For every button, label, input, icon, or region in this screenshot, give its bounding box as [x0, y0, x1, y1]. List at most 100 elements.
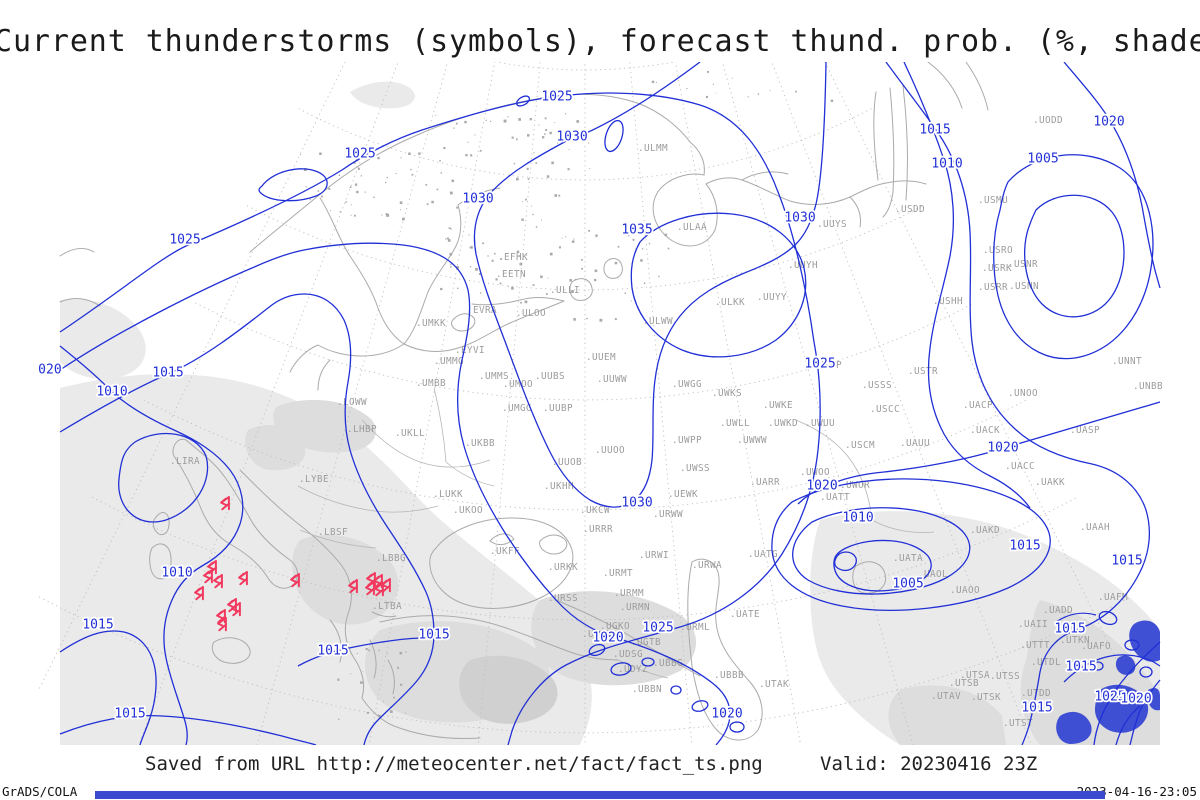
station-label: .USRK: [982, 263, 1012, 274]
speckle: [549, 252, 553, 256]
isobar-small-loop: [641, 657, 655, 667]
speckle: [321, 195, 323, 198]
isobar-label: 1015: [418, 628, 449, 643]
speckle: [353, 161, 356, 164]
speckle: [494, 252, 496, 255]
isobar-label: 1025: [642, 621, 673, 636]
speckle: [404, 712, 406, 714]
speckle: [440, 287, 443, 291]
speckle: [635, 248, 637, 249]
border-path: [445, 461, 495, 487]
speckle: [456, 206, 459, 209]
speckle: [565, 236, 567, 238]
speckle: [516, 250, 520, 254]
speckle: [378, 714, 381, 718]
speckle: [338, 174, 341, 176]
station-label: .UAKK: [1035, 477, 1065, 488]
isobar-small-loop: [1092, 661, 1104, 671]
speckle: [581, 259, 583, 261]
isobar-label: 1015: [152, 366, 183, 381]
station-label: .UBBN: [632, 684, 662, 695]
speckle: [707, 71, 709, 73]
speckle: [507, 116, 509, 118]
speckle: [449, 191, 453, 195]
station-label: .UWOR: [840, 480, 870, 491]
station-label: .URMM: [614, 588, 644, 599]
speckle: [529, 118, 532, 121]
speckle: [418, 152, 421, 155]
speckle: [614, 318, 617, 321]
station-label: .LUKK: [433, 489, 463, 500]
graticule-parallel: [246, 205, 924, 291]
speckle: [747, 96, 749, 98]
speckle: [400, 157, 402, 159]
speckle: [561, 237, 563, 239]
speckle: [522, 201, 523, 203]
isobar-label: 1005: [892, 577, 923, 592]
speckle: [594, 269, 598, 273]
speckle: [520, 301, 522, 304]
station-label: .USHH: [933, 296, 963, 307]
speckle: [641, 248, 644, 250]
speckle: [468, 234, 470, 236]
station-label: .EVRA: [467, 305, 497, 316]
speckle: [408, 152, 411, 155]
border-path: [871, 519, 935, 533]
speckle: [516, 138, 518, 141]
thunderstorm-symbol: [365, 581, 375, 596]
coastline-path: [371, 611, 619, 661]
graticule-parallel: [298, 108, 872, 181]
border-path: [795, 419, 873, 521]
station-label: .UATT: [820, 492, 850, 503]
speckle: [410, 168, 412, 171]
thunderstorm-symbol-stroke: [204, 575, 213, 584]
station-label: .ULMM: [638, 143, 668, 154]
speckle: [731, 77, 733, 79]
speckle: [435, 114, 437, 116]
shading-region: [888, 685, 1006, 745]
coast-speckles: [300, 71, 834, 720]
speckle: [395, 173, 397, 175]
speckle: [715, 92, 717, 94]
speckle: [521, 218, 524, 221]
speckle: [317, 190, 320, 192]
speckle: [469, 247, 471, 249]
thunderstorm-symbol-stroke: [290, 574, 298, 584]
station-label: .UAFM: [1098, 592, 1128, 603]
station-label: .LOWW: [337, 397, 367, 408]
isobar-label: 1010: [96, 385, 127, 400]
speckle: [309, 198, 311, 201]
isobar-path: [59, 92, 821, 745]
speckle: [411, 173, 414, 176]
speckle: [354, 183, 358, 186]
speckle: [456, 122, 458, 125]
speckle: [465, 154, 468, 157]
border-path: [433, 387, 447, 463]
isobar-small-loop: [691, 700, 709, 712]
thunderstorm-symbol-stroke: [214, 580, 223, 589]
isobar-small-loop: [1098, 610, 1118, 626]
station-label: .LHBP: [347, 424, 377, 435]
speckle: [554, 122, 556, 123]
station-label: .UTKN: [1060, 635, 1090, 646]
station-label: .UUBP: [543, 403, 573, 414]
station-label: .UWPP: [672, 435, 702, 446]
coastline-path: [652, 141, 887, 247]
isobar-label: 1015: [1054, 622, 1085, 637]
speckle: [457, 287, 459, 289]
station-label: .URWI: [639, 550, 669, 561]
isobar-path: [792, 507, 971, 595]
station-label: .UACC: [1005, 461, 1035, 472]
speckle: [470, 246, 473, 249]
probability-shading: [60, 81, 1160, 745]
station-label: .USRO: [983, 245, 1013, 256]
terrain-blob: [1094, 684, 1149, 733]
speckle: [397, 666, 399, 669]
speckle: [525, 198, 527, 201]
station-label: .UUYS: [817, 219, 847, 230]
coastline-path: [172, 438, 298, 589]
station-label: .URWW: [653, 509, 683, 520]
speckle: [519, 262, 523, 266]
border-path: [299, 529, 377, 549]
station-label: .UACK: [970, 425, 1000, 436]
